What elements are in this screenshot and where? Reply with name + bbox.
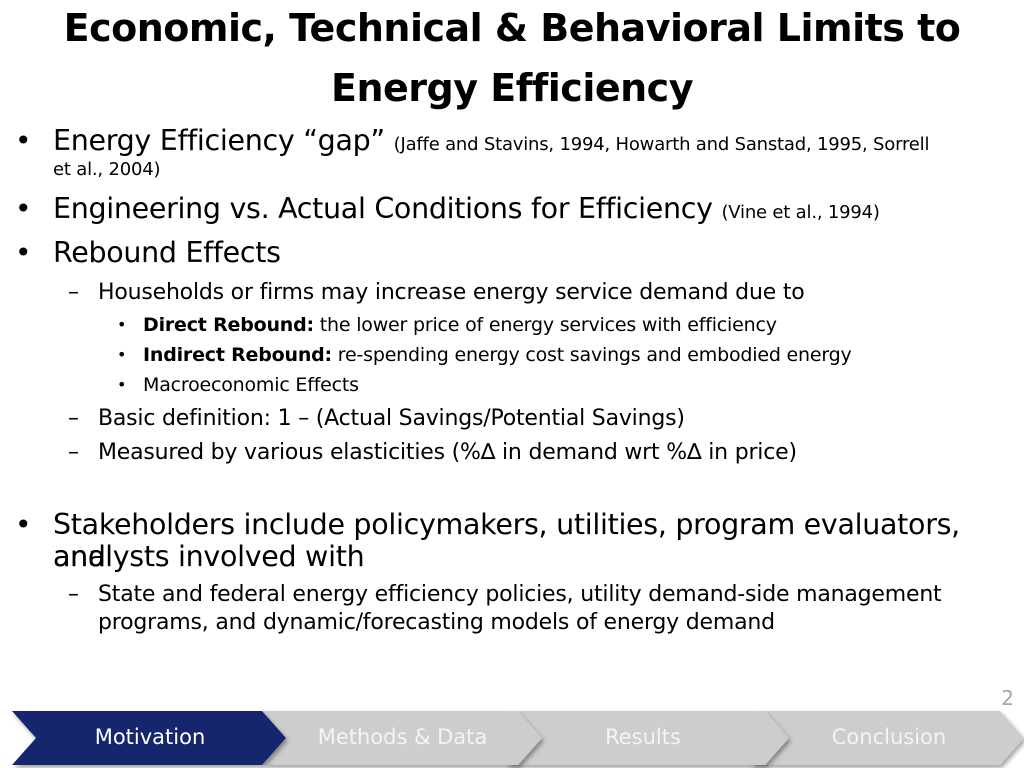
bullet-text-line1: Stakeholders include policymakers, utili…: [53, 508, 960, 573]
bullet-text: Rebound Effects: [53, 236, 281, 269]
bullet-engineering-vs-actual: • Engineering vs. Actual Conditions for …: [15, 192, 1003, 229]
nav-chevron-results[interactable]: [505, 711, 789, 765]
sub-bullet-text: Households or firms may increase energy …: [98, 280, 805, 305]
sub-bullet-elasticities: – Measured by various elasticities (%∆ i…: [68, 439, 998, 467]
sub-bullet-text-line1: State and federal energy efficiency poli…: [98, 582, 942, 607]
term-description: the lower price of energy services with …: [319, 314, 777, 336]
page-number: 2: [1001, 686, 1014, 710]
term-description: Macroeconomic Effects: [143, 374, 359, 396]
section-nav-bar: Motivation Methods & Data Results Conclu…: [0, 708, 1024, 768]
nav-chevron-methods-data[interactable]: [262, 711, 542, 765]
dash-icon: –: [68, 280, 79, 305]
bullet-energy-efficiency-gap: • Energy Efficiency “gap” (Jaffe and Sta…: [15, 124, 1003, 161]
nav-label-conclusion[interactable]: Conclusion: [831, 725, 947, 749]
bullet-rebound-effects: • Rebound Effects: [15, 236, 1003, 269]
sub-sub-bullet-direct-rebound: • Direct Rebound: the lower price of ene…: [117, 313, 1003, 337]
nav-chevron-motivation[interactable]: [12, 711, 286, 765]
nav-label-methods-data[interactable]: Methods & Data: [317, 725, 488, 749]
nav-label-motivation[interactable]: Motivation: [94, 725, 206, 749]
sub-bullet-text: Measured by various elasticities (%∆ in …: [98, 440, 797, 465]
citation: (Vine et al., 1994): [721, 202, 880, 223]
sub-bullet-text: Basic definition: 1 – (Actual Savings/Po…: [98, 406, 685, 431]
term-label: Direct Rebound:: [143, 314, 314, 336]
nav-chevron-conclusion[interactable]: [750, 711, 1024, 765]
term-description: re-spending energy cost savings and embo…: [337, 344, 852, 366]
bullet-dot-icon: •: [117, 315, 127, 334]
citation-continuation: et al., 2004): [53, 159, 161, 180]
dash-icon: –: [68, 440, 79, 465]
sub-bullet-basic-definition: – Basic definition: 1 – (Actual Savings/…: [68, 405, 998, 433]
bullet-dot-icon: •: [15, 192, 32, 225]
sub-sub-bullet-macroeconomic: • Macroeconomic Effects: [117, 373, 1003, 397]
dash-icon: –: [68, 582, 79, 607]
bullet-text: Engineering vs. Actual Conditions for Ef…: [53, 192, 713, 225]
bullet-text: Energy Efficiency “gap”: [53, 124, 385, 157]
bullet-dot-icon: •: [117, 345, 127, 364]
citation: (Jaffe and Stavins, 1994, Howarth and Sa…: [393, 134, 930, 155]
sub-bullet-policies: – State and federal energy efficiency po…: [68, 581, 998, 609]
nav-chevrons: [12, 711, 1024, 765]
sub-bullet-policies-line2: programs, and dynamic/forecasting models…: [98, 610, 775, 635]
bullet-stakeholders-line2: analysts involved with: [53, 540, 365, 573]
term-label: Indirect Rebound:: [143, 344, 332, 366]
bullet-stakeholders: • Stakeholders include policymakers, uti…: [15, 508, 1003, 573]
bullet-dot-icon: •: [15, 124, 32, 157]
sub-bullet-demand-increase: – Households or firms may increase energ…: [68, 279, 998, 307]
bullet-dot-icon: •: [117, 375, 127, 394]
sub-sub-bullet-indirect-rebound: • Indirect Rebound: re-spending energy c…: [117, 343, 1003, 367]
slide-title: Economic, Technical & Behavioral Limits …: [63, 6, 961, 110]
dash-icon: –: [68, 406, 79, 431]
bullet-dot-icon: •: [15, 508, 32, 541]
nav-label-results[interactable]: Results: [605, 725, 681, 749]
bullet-dot-icon: •: [15, 236, 32, 269]
